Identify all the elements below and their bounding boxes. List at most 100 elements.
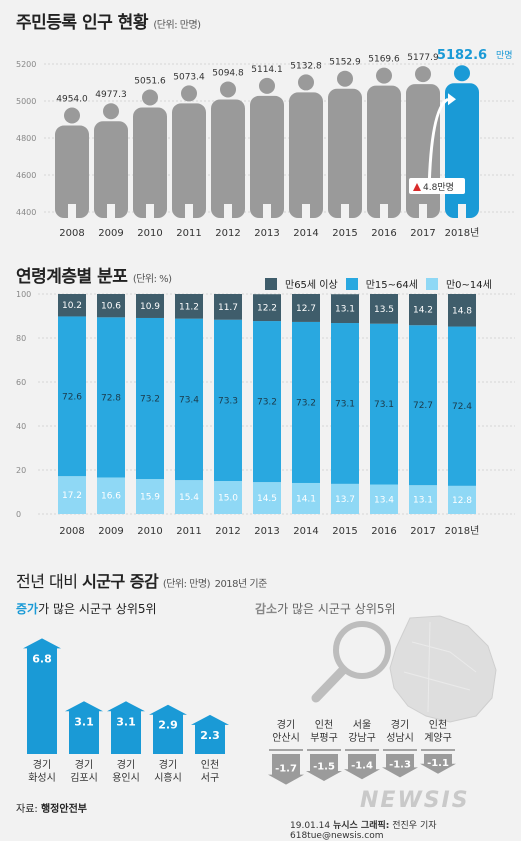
up-triangle-icon [413, 183, 421, 191]
age-value-label: 12.8 [452, 496, 472, 506]
age-value-label: 14.2 [413, 306, 433, 316]
pop-value-label: 5152.9 [329, 58, 361, 68]
pop-value-label: 5073.4 [173, 72, 205, 82]
age-bar-segment [214, 294, 242, 320]
age-bar-segment [253, 482, 281, 514]
age-bar-segment [136, 317, 164, 480]
pop-year-label: 2011 [176, 228, 201, 239]
age-value-label: 14.5 [257, 494, 277, 504]
age-bar-segment [97, 294, 125, 318]
increase-region-label: 경기 [117, 758, 135, 771]
pop-year-label: 2016 [371, 228, 396, 239]
age-bar-segment [175, 480, 203, 514]
legend-65plus: 만65세 이상 [285, 280, 338, 291]
pop-value-label: 5094.8 [212, 68, 244, 78]
age-y-tick: 80 [16, 334, 26, 343]
age-value-label: 12.7 [296, 304, 316, 314]
pop-y-tick: 4600 [16, 171, 36, 180]
age-value-label: 14.8 [452, 306, 472, 316]
age-value-label: 15.9 [140, 493, 160, 503]
legend-0-14: 만0~14세 [445, 280, 492, 291]
increase-value-label: 3.1 [116, 715, 136, 728]
age-value-label: 12.2 [257, 304, 277, 314]
increase-arrow-bar [23, 638, 61, 754]
increase-arrow-bar [191, 714, 229, 754]
age-bar-segment [175, 294, 203, 319]
age-bar-segment [331, 294, 359, 324]
age-value-label: 73.2 [257, 398, 277, 408]
age-y-tick: 40 [16, 422, 26, 431]
age-value-label: 13.7 [335, 495, 355, 505]
increase-district-label: 서구 [201, 772, 219, 784]
age-year-label: 2009 [98, 526, 123, 537]
pop-value-label: 5114.1 [251, 65, 283, 75]
legend-swatch-15-64 [345, 277, 358, 290]
pop-year-label: 2010 [137, 228, 162, 239]
decrease-arrow-bar [420, 754, 456, 774]
age-bar-segment [97, 317, 125, 478]
age-value-label: 11.7 [218, 303, 238, 313]
increase-value-label: 2.9 [158, 719, 178, 732]
decrease-arrow-bar [306, 754, 342, 781]
age-y-tick: 0 [16, 510, 21, 519]
increase-value-label: 2.3 [200, 729, 220, 742]
decrease-district-label: 강남구 [348, 732, 376, 744]
pop-year-label: 2013 [254, 228, 279, 239]
age-bar-segment [370, 294, 398, 324]
magnifier-icon [333, 621, 391, 679]
korea-map-illustration [311, 615, 497, 723]
age-year-label: 2010 [137, 526, 162, 537]
decrease-region-label: 경기 [277, 718, 295, 731]
pop-y-tick: 5200 [16, 60, 36, 69]
pop-value-label: 5182.6 [437, 48, 487, 63]
decrease-value-label: -1.1 [427, 758, 449, 769]
age-year-label: 2014 [293, 526, 318, 537]
increase-value-label: 6.8 [32, 652, 52, 665]
pop-person-icon [94, 103, 128, 218]
pop-y-tick: 4800 [16, 134, 36, 143]
decrease-region-label: 인천 [429, 719, 447, 731]
decrease-region-label: 경기 [391, 718, 409, 731]
age-bar-segment [175, 318, 203, 481]
increase-subtitle: 증가가 많은 시군구 상위5위 [16, 602, 157, 616]
age-bar-segment [214, 481, 242, 514]
age-value-label: 14.1 [296, 494, 316, 504]
decrease-arrow-bar [382, 754, 418, 778]
increase-region-label: 경기 [33, 758, 51, 771]
footer-credit: 19.01.14 뉴시스 그래픽: 전진우 기자 618tue@newsis.c… [290, 821, 437, 841]
age-value-label: 73.2 [140, 395, 160, 405]
increase-district-label: 김포시 [70, 772, 98, 784]
age-bar-segment [448, 326, 476, 486]
decrease-value-label: -1.5 [313, 762, 335, 773]
pop-y-tick: 4400 [16, 208, 36, 217]
legend-swatch-0-14 [425, 277, 438, 290]
pop-value-label: 4977.3 [95, 90, 127, 100]
increase-district-label: 용인시 [112, 772, 140, 784]
pop-person-icon [250, 77, 284, 218]
pop-person-icon [55, 107, 89, 218]
decrease-region-label: 서울 [353, 719, 371, 731]
increase-value-label: 3.1 [74, 715, 94, 728]
age-y-tick: 20 [16, 466, 26, 475]
population-chart: 5200 5000 4800 4600 4400 4954.0 4977.3 5051.6 5… [16, 48, 515, 239]
age-value-label: 73.3 [218, 396, 238, 406]
decrease-value-label: -1.3 [389, 760, 411, 771]
increase-region-label: 경기 [159, 758, 177, 771]
age-bar-segment [292, 294, 320, 322]
age-year-label: 2011 [176, 526, 201, 537]
pop-person-icon [367, 67, 401, 219]
pop-person-icon [445, 65, 479, 219]
pop-value-label: 5132.8 [290, 61, 322, 71]
age-bar-segment [97, 477, 125, 514]
age-value-label: 13.4 [374, 495, 394, 505]
pop-year-label: 2014 [293, 228, 318, 239]
pop-person-icon [289, 74, 323, 218]
age-bar-segment [370, 323, 398, 485]
age-value-label: 10.9 [140, 302, 160, 312]
age-y-tick: 100 [16, 290, 31, 299]
age-bar-segment [253, 294, 281, 322]
age-bar-segment [292, 321, 320, 483]
legend-swatch-65plus [265, 277, 277, 290]
callout-box [409, 178, 465, 194]
age-bar-segment [448, 485, 476, 514]
